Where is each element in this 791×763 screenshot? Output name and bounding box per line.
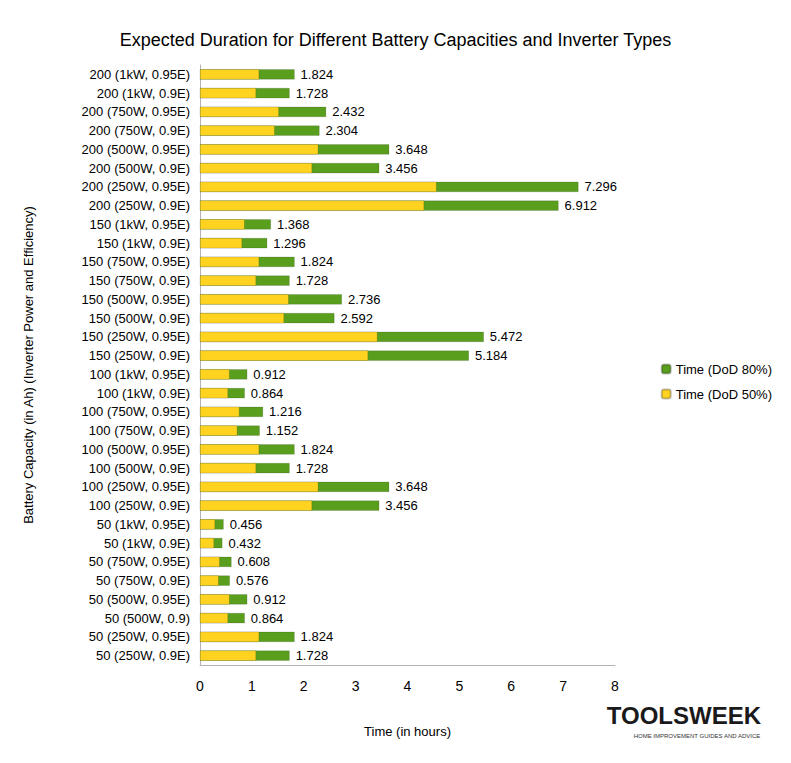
- svg-text:0.864: 0.864: [251, 611, 284, 626]
- svg-text:1.728: 1.728: [296, 273, 329, 288]
- svg-text:5: 5: [455, 678, 463, 694]
- svg-text:200 (250W, 0.9E): 200 (250W, 0.9E): [89, 198, 190, 213]
- svg-text:1.728: 1.728: [296, 461, 329, 476]
- svg-text:50 (250W, 0.9E): 50 (250W, 0.9E): [96, 648, 190, 663]
- svg-text:100 (1kW, 0.9E): 100 (1kW, 0.9E): [97, 386, 190, 401]
- svg-text:Time (in hours): Time (in hours): [364, 724, 451, 739]
- svg-text:50 (750W, 0.9E): 50 (750W, 0.9E): [96, 573, 190, 588]
- svg-text:0: 0: [196, 678, 204, 694]
- svg-text:4: 4: [404, 678, 412, 694]
- svg-text:100 (500W, 0.95E): 100 (500W, 0.95E): [82, 442, 190, 457]
- svg-text:150 (500W, 0.95E): 150 (500W, 0.95E): [82, 292, 190, 307]
- svg-text:50 (1kW, 0.95E): 50 (1kW, 0.95E): [97, 517, 190, 532]
- svg-text:150 (750W, 0.95E): 150 (750W, 0.95E): [82, 254, 190, 269]
- svg-text:0.456: 0.456: [230, 517, 263, 532]
- svg-text:150 (250W, 0.9E): 150 (250W, 0.9E): [89, 348, 190, 363]
- svg-text:1.728: 1.728: [296, 86, 329, 101]
- svg-text:7.296: 7.296: [584, 179, 617, 194]
- svg-text:5.184: 5.184: [475, 348, 508, 363]
- svg-text:1.368: 1.368: [277, 217, 310, 232]
- svg-text:Expected Duration for Differen: Expected Duration for Different Battery …: [120, 30, 672, 50]
- svg-text:200 (1kW, 0.9E): 200 (1kW, 0.9E): [97, 86, 190, 101]
- svg-text:5.472: 5.472: [490, 329, 523, 344]
- svg-text:200 (500W, 0.95E): 200 (500W, 0.95E): [82, 142, 190, 157]
- svg-text:150 (500W, 0.9E): 150 (500W, 0.9E): [89, 311, 190, 326]
- svg-text:3.456: 3.456: [385, 498, 418, 513]
- svg-text:HOME IMPROVEMENT GUIDES AND AD: HOME IMPROVEMENT GUIDES AND ADVICE: [634, 733, 761, 739]
- svg-text:2.736: 2.736: [348, 292, 381, 307]
- svg-text:Time (DoD 50%): Time (DoD 50%): [676, 387, 772, 402]
- svg-text:Battery Capacity (in Ah) (Inve: Battery Capacity (in Ah) (Inverter Power…: [21, 206, 36, 524]
- svg-text:100 (1kW, 0.95E): 100 (1kW, 0.95E): [90, 367, 190, 382]
- svg-text:1.824: 1.824: [301, 442, 334, 457]
- svg-text:100 (250W, 0.9E): 100 (250W, 0.9E): [89, 498, 190, 513]
- svg-text:1.152: 1.152: [266, 423, 299, 438]
- svg-text:100 (750W, 0.9E): 100 (750W, 0.9E): [89, 423, 190, 438]
- svg-text:7: 7: [559, 678, 567, 694]
- svg-text:50 (500W, 0.9): 50 (500W, 0.9): [105, 611, 190, 626]
- svg-text:1.824: 1.824: [301, 629, 334, 644]
- svg-text:200 (500W, 0.9E): 200 (500W, 0.9E): [89, 161, 190, 176]
- svg-text:1.824: 1.824: [301, 254, 334, 269]
- svg-text:1.216: 1.216: [269, 404, 302, 419]
- svg-text:50 (250W, 0.95E): 50 (250W, 0.95E): [89, 629, 190, 644]
- svg-text:0.912: 0.912: [253, 367, 286, 382]
- svg-text:200 (250W, 0.95E): 200 (250W, 0.95E): [82, 179, 190, 194]
- svg-text:TOOLSWEEK: TOOLSWEEK: [607, 702, 762, 729]
- svg-text:0.432: 0.432: [228, 536, 261, 551]
- svg-text:100 (750W, 0.95E): 100 (750W, 0.95E): [82, 404, 190, 419]
- svg-text:150 (250W, 0.95E): 150 (250W, 0.95E): [82, 329, 190, 344]
- svg-text:6.912: 6.912: [565, 198, 598, 213]
- svg-text:100 (250W, 0.95E): 100 (250W, 0.95E): [82, 479, 190, 494]
- svg-text:6: 6: [507, 678, 515, 694]
- svg-text:2.592: 2.592: [340, 311, 373, 326]
- svg-text:8: 8: [611, 678, 619, 694]
- svg-text:2: 2: [300, 678, 308, 694]
- svg-text:50 (750W, 0.95E): 50 (750W, 0.95E): [89, 554, 190, 569]
- svg-text:1.728: 1.728: [296, 648, 329, 663]
- svg-text:1: 1: [248, 678, 256, 694]
- svg-text:0.576: 0.576: [236, 573, 269, 588]
- svg-text:200 (1kW, 0.95E): 200 (1kW, 0.95E): [90, 67, 190, 82]
- svg-text:50 (1kW, 0.9E): 50 (1kW, 0.9E): [104, 536, 190, 551]
- svg-text:2.304: 2.304: [326, 123, 359, 138]
- svg-text:0.608: 0.608: [238, 554, 271, 569]
- svg-text:100 (500W, 0.9E): 100 (500W, 0.9E): [89, 461, 190, 476]
- svg-text:Time (DoD 80%): Time (DoD 80%): [676, 362, 772, 377]
- svg-text:200 (750W, 0.9E): 200 (750W, 0.9E): [89, 123, 190, 138]
- svg-text:3.648: 3.648: [395, 142, 428, 157]
- svg-text:150 (750W, 0.9E): 150 (750W, 0.9E): [89, 273, 190, 288]
- svg-text:0.912: 0.912: [253, 592, 286, 607]
- svg-text:200 (750W, 0.95E): 200 (750W, 0.95E): [82, 104, 190, 119]
- svg-text:1.296: 1.296: [273, 236, 306, 251]
- svg-text:150 (1kW, 0.95E): 150 (1kW, 0.95E): [90, 217, 190, 232]
- svg-text:0.864: 0.864: [251, 386, 284, 401]
- svg-text:3.456: 3.456: [385, 161, 418, 176]
- svg-text:50 (500W, 0.95E): 50 (500W, 0.95E): [89, 592, 190, 607]
- svg-text:150 (1kW, 0.9E): 150 (1kW, 0.9E): [97, 236, 190, 251]
- svg-text:3.648: 3.648: [395, 479, 428, 494]
- svg-text:3: 3: [352, 678, 360, 694]
- svg-text:1.824: 1.824: [301, 67, 334, 82]
- svg-text:2.432: 2.432: [332, 104, 365, 119]
